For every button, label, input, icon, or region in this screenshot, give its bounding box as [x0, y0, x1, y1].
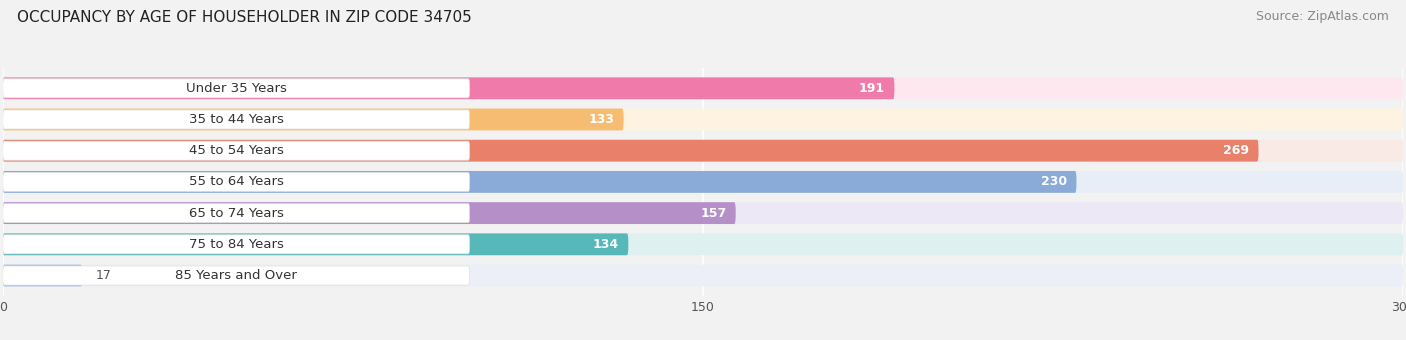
FancyBboxPatch shape: [3, 171, 1077, 193]
FancyBboxPatch shape: [3, 202, 735, 224]
Text: 230: 230: [1040, 175, 1067, 188]
Text: 133: 133: [588, 113, 614, 126]
FancyBboxPatch shape: [3, 140, 1258, 161]
Text: 35 to 44 Years: 35 to 44 Years: [188, 113, 284, 126]
Text: 75 to 84 Years: 75 to 84 Years: [188, 238, 284, 251]
FancyBboxPatch shape: [3, 235, 470, 254]
Text: OCCUPANCY BY AGE OF HOUSEHOLDER IN ZIP CODE 34705: OCCUPANCY BY AGE OF HOUSEHOLDER IN ZIP C…: [17, 10, 471, 25]
FancyBboxPatch shape: [3, 233, 1403, 255]
Text: 17: 17: [96, 269, 112, 282]
Text: 157: 157: [700, 207, 727, 220]
FancyBboxPatch shape: [3, 202, 1403, 224]
Text: 55 to 64 Years: 55 to 64 Years: [188, 175, 284, 188]
FancyBboxPatch shape: [3, 140, 1403, 161]
Text: 45 to 54 Years: 45 to 54 Years: [188, 144, 284, 157]
FancyBboxPatch shape: [3, 172, 470, 191]
FancyBboxPatch shape: [3, 265, 82, 286]
FancyBboxPatch shape: [3, 110, 470, 129]
FancyBboxPatch shape: [3, 108, 1403, 131]
FancyBboxPatch shape: [3, 108, 624, 131]
FancyBboxPatch shape: [3, 266, 470, 285]
Text: 134: 134: [593, 238, 619, 251]
FancyBboxPatch shape: [3, 265, 1403, 286]
Text: 191: 191: [859, 82, 884, 95]
FancyBboxPatch shape: [3, 233, 628, 255]
Text: Source: ZipAtlas.com: Source: ZipAtlas.com: [1256, 10, 1389, 23]
FancyBboxPatch shape: [3, 78, 1403, 99]
FancyBboxPatch shape: [3, 204, 470, 223]
FancyBboxPatch shape: [3, 171, 1403, 193]
Text: 85 Years and Over: 85 Years and Over: [176, 269, 297, 282]
FancyBboxPatch shape: [3, 78, 894, 99]
Text: Under 35 Years: Under 35 Years: [186, 82, 287, 95]
Text: 269: 269: [1223, 144, 1249, 157]
FancyBboxPatch shape: [3, 141, 470, 160]
FancyBboxPatch shape: [3, 79, 470, 98]
Text: 65 to 74 Years: 65 to 74 Years: [188, 207, 284, 220]
